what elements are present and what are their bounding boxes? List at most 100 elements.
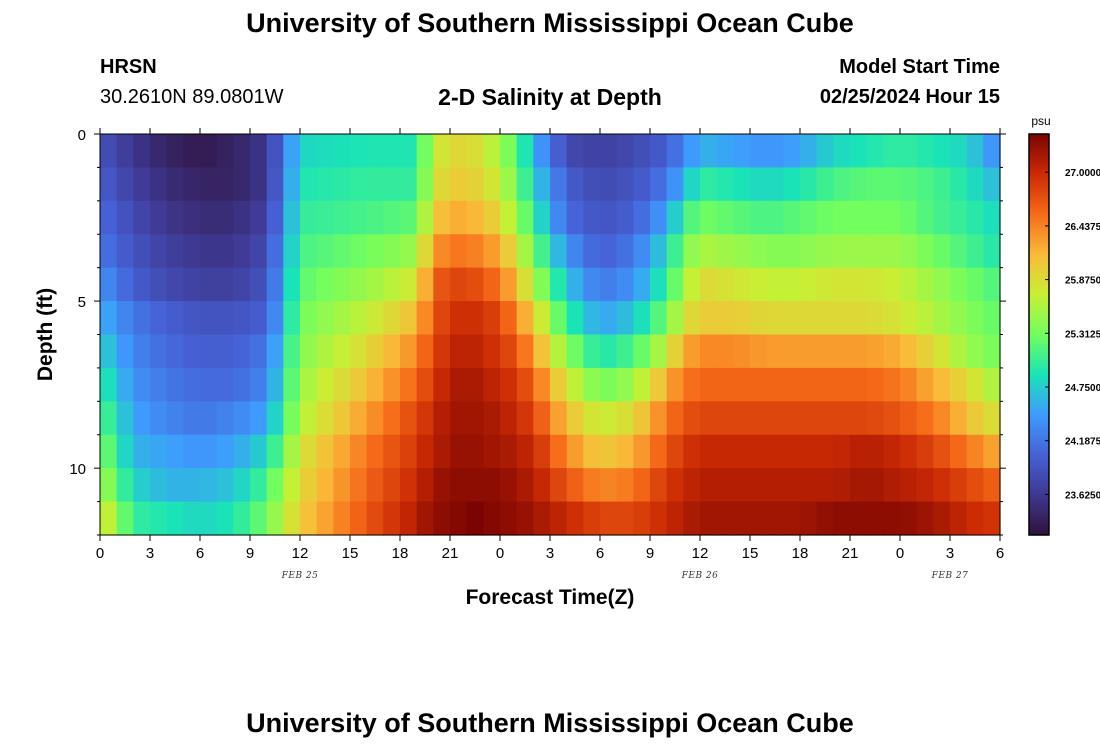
heatmap-cell	[300, 501, 318, 536]
heatmap-cell	[783, 501, 801, 536]
heatmap-cell	[233, 234, 251, 269]
heatmap-cell	[783, 468, 801, 503]
heatmap-cell	[633, 301, 651, 336]
heatmap-cell	[183, 200, 201, 235]
heatmap-cell	[250, 334, 268, 369]
heatmap-cell	[650, 234, 668, 269]
heatmap-cell	[733, 234, 751, 269]
heatmap-cell	[116, 501, 134, 536]
heatmap-cell	[850, 167, 868, 202]
heatmap-cell	[733, 134, 751, 169]
heatmap-cell	[250, 468, 268, 503]
heatmap-cell	[483, 301, 501, 336]
heatmap-cell	[833, 468, 851, 503]
heatmap-cell	[433, 234, 451, 269]
date-label: FEB 26	[681, 571, 719, 581]
heatmap-cell	[266, 334, 284, 369]
heatmap-cell	[500, 134, 518, 169]
heatmap-cell	[750, 267, 768, 302]
heatmap-cell	[450, 167, 468, 202]
heatmap-cell	[833, 334, 851, 369]
heatmap-cell	[216, 200, 234, 235]
heatmap-cell	[350, 234, 368, 269]
heatmap-cell	[100, 301, 118, 336]
heatmap-cell	[250, 301, 268, 336]
heatmap-cell	[550, 367, 568, 402]
heatmap-cell	[950, 367, 968, 402]
heatmap-cell	[966, 367, 984, 402]
heatmap-cell	[416, 301, 434, 336]
heatmap-cell	[450, 134, 468, 169]
heatmap-cell	[466, 301, 484, 336]
heatmap-cell	[400, 200, 418, 235]
heatmap-cell	[200, 301, 218, 336]
heatmap-cell	[516, 200, 534, 235]
heatmap-cell	[766, 267, 784, 302]
heatmap-cell	[100, 334, 118, 369]
heatmap-cell	[650, 468, 668, 503]
heatmap-cell	[316, 501, 334, 536]
heatmap-cell	[283, 434, 301, 469]
heatmap-cell	[450, 468, 468, 503]
colorbar-tick-label: 24.7500	[1065, 383, 1100, 394]
heatmap-cell	[683, 200, 701, 235]
heatmap-cell	[133, 367, 151, 402]
heatmap-cell	[350, 301, 368, 336]
heatmap-cell	[800, 301, 818, 336]
heatmap-cell	[850, 468, 868, 503]
heatmap-cell	[100, 167, 118, 202]
heatmap-cell	[200, 401, 218, 436]
heatmap-cell	[483, 401, 501, 436]
heatmap-cell	[250, 200, 268, 235]
heatmap-cell	[450, 200, 468, 235]
x-tick-label: 9	[646, 545, 654, 562]
heatmap-cell	[800, 468, 818, 503]
heatmap-cell	[250, 134, 268, 169]
heatmap-cell	[200, 434, 218, 469]
heatmap-cell	[683, 267, 701, 302]
heatmap-cell	[966, 167, 984, 202]
heatmap-cell	[683, 367, 701, 402]
heatmap-cell	[366, 401, 384, 436]
heatmap-cell	[333, 334, 351, 369]
heatmap-cell	[666, 367, 684, 402]
heatmap-cell	[200, 501, 218, 536]
heatmap-cell	[283, 134, 301, 169]
heatmap-cell	[650, 167, 668, 202]
heatmap-cell	[683, 334, 701, 369]
heatmap-cell	[533, 401, 551, 436]
heatmap-cell	[750, 234, 768, 269]
heatmap-cell	[150, 267, 168, 302]
heatmap-cell	[933, 367, 951, 402]
heatmap-cell	[800, 167, 818, 202]
heatmap-cell	[500, 434, 518, 469]
heatmap-cell	[666, 234, 684, 269]
heatmap-cell	[816, 267, 834, 302]
heatmap-cell	[816, 501, 834, 536]
heatmap-cell	[250, 234, 268, 269]
salinity-heatmap-chart: 0 3 6 9 12 15 18 21 0 3 6 9 12 15 18 21 0 3 6 FEB 25 FEB 26 F…	[34, 114, 1100, 609]
heatmap-cell	[483, 468, 501, 503]
heatmap-cell	[400, 468, 418, 503]
heatmap-cell	[750, 367, 768, 402]
heatmap-cell	[983, 501, 1001, 536]
heatmap-cell	[916, 167, 934, 202]
heatmap-cell	[733, 401, 751, 436]
heatmap-cell	[583, 301, 601, 336]
heatmap-cell	[733, 200, 751, 235]
heatmap-cell	[650, 267, 668, 302]
heatmap-cell	[700, 167, 718, 202]
heatmap-cell	[500, 501, 518, 536]
heatmap-cell	[433, 468, 451, 503]
heatmap-cell	[183, 301, 201, 336]
heatmap-cell	[766, 334, 784, 369]
heatmap-cell	[150, 234, 168, 269]
colorbar-tick-label: 25.8750	[1065, 276, 1100, 287]
heatmap-cell	[283, 468, 301, 503]
heatmap-cell	[500, 167, 518, 202]
heatmap-cell	[183, 167, 201, 202]
heatmap-cell	[916, 301, 934, 336]
heatmap-cell	[566, 267, 584, 302]
heatmap-cell	[233, 468, 251, 503]
heatmap-cell	[233, 301, 251, 336]
